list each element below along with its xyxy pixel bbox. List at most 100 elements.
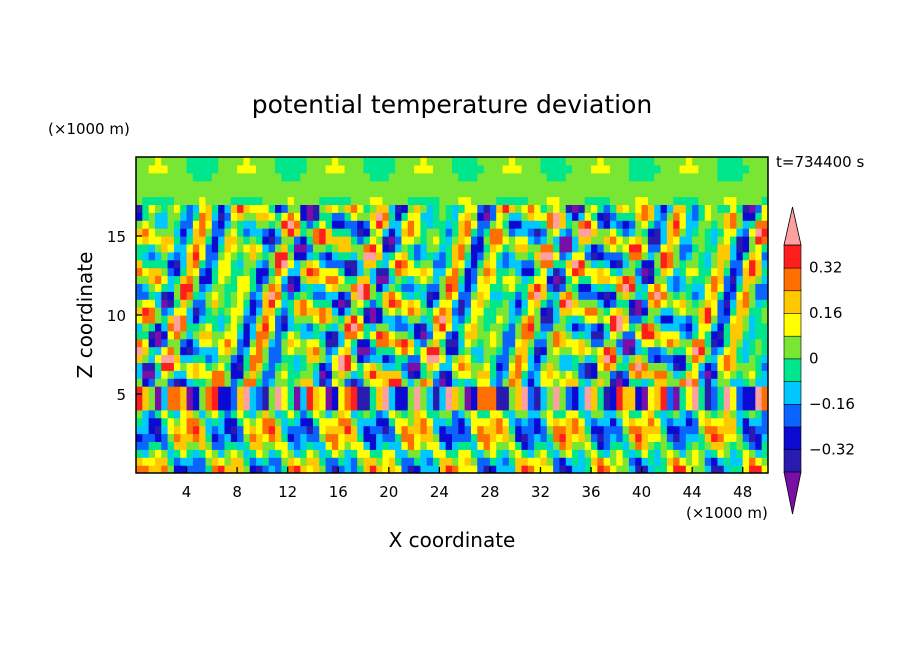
field-cell bbox=[666, 291, 674, 300]
field-cell bbox=[154, 220, 162, 229]
field-cell bbox=[654, 196, 662, 205]
field-cell bbox=[692, 322, 700, 332]
field-cell bbox=[136, 275, 143, 284]
field-cell bbox=[553, 299, 561, 308]
field-cell bbox=[401, 457, 409, 466]
field-cell bbox=[369, 259, 377, 269]
field-cell bbox=[717, 330, 725, 340]
field-cell bbox=[565, 188, 573, 198]
field-cell bbox=[730, 188, 737, 198]
field-cell bbox=[243, 433, 251, 442]
field-cell bbox=[262, 449, 270, 458]
field-cell bbox=[388, 259, 396, 269]
field-cell bbox=[319, 157, 327, 166]
field-cell bbox=[559, 243, 567, 253]
field-cell bbox=[363, 220, 371, 229]
field-cell bbox=[508, 354, 516, 363]
field-cell bbox=[281, 204, 289, 213]
field-cell bbox=[268, 307, 276, 316]
field-cell bbox=[502, 172, 510, 182]
field-cell bbox=[458, 322, 466, 332]
colorbar-tick-label: −0.16 bbox=[809, 395, 855, 413]
field-cell bbox=[628, 243, 636, 253]
field-cell bbox=[749, 259, 756, 269]
field-cell bbox=[167, 228, 175, 237]
field-cell bbox=[635, 362, 643, 371]
field-cell bbox=[591, 322, 598, 332]
field-cell bbox=[641, 315, 649, 324]
field-cell bbox=[363, 243, 371, 253]
field-cell bbox=[161, 291, 169, 300]
field-cell bbox=[325, 164, 333, 174]
field-cell bbox=[591, 417, 598, 427]
field-cell bbox=[603, 251, 611, 261]
field-cell bbox=[287, 275, 295, 284]
field-cell bbox=[376, 362, 384, 371]
field-cell bbox=[426, 157, 434, 166]
field-cell bbox=[426, 425, 434, 435]
field-cell bbox=[527, 291, 535, 300]
field-cell bbox=[597, 386, 605, 395]
field-cell bbox=[470, 401, 478, 411]
field-cell bbox=[395, 188, 403, 198]
field-cell bbox=[287, 338, 295, 348]
field-cell bbox=[439, 417, 447, 427]
field-cell bbox=[534, 401, 542, 411]
field-cell bbox=[578, 243, 586, 253]
field-cell bbox=[350, 409, 358, 419]
field-cell bbox=[199, 338, 207, 348]
field-cell bbox=[224, 275, 232, 284]
field-cell bbox=[369, 251, 377, 261]
field-cell bbox=[572, 212, 579, 221]
field-cell bbox=[553, 346, 561, 356]
field-cell bbox=[154, 378, 162, 387]
field-cell bbox=[673, 433, 681, 442]
field-cell bbox=[262, 346, 270, 356]
field-cell bbox=[742, 236, 750, 245]
field-cell bbox=[224, 394, 232, 403]
field-cell bbox=[262, 338, 270, 348]
field-cell bbox=[496, 307, 504, 316]
field-cell bbox=[698, 236, 706, 245]
field-cell bbox=[692, 346, 700, 356]
field-cell bbox=[635, 291, 643, 300]
field-cell bbox=[344, 409, 352, 419]
field-cell bbox=[496, 378, 504, 387]
field-cell bbox=[515, 465, 523, 473]
field-cell bbox=[540, 378, 548, 387]
field-cell bbox=[319, 346, 327, 356]
contour-field bbox=[136, 157, 768, 473]
field-cell bbox=[704, 275, 712, 284]
field-cell bbox=[603, 425, 611, 435]
field-cell bbox=[749, 164, 756, 174]
field-cell bbox=[755, 433, 763, 442]
field-cell bbox=[597, 362, 605, 371]
field-cell bbox=[136, 449, 143, 458]
field-cell bbox=[628, 236, 636, 245]
field-cell bbox=[192, 394, 200, 403]
field-cell bbox=[521, 220, 529, 229]
field-cell bbox=[591, 196, 598, 205]
field-cell bbox=[426, 346, 434, 356]
field-cell bbox=[161, 172, 169, 182]
field-cell bbox=[749, 394, 756, 403]
field-cell bbox=[173, 354, 181, 363]
field-cell bbox=[458, 204, 466, 213]
field-cell bbox=[635, 394, 643, 403]
field-cell bbox=[287, 228, 295, 237]
field-cell bbox=[218, 322, 226, 332]
field-cell bbox=[540, 449, 548, 458]
field-cell bbox=[698, 251, 706, 261]
field-cell bbox=[666, 204, 674, 213]
field-cell bbox=[616, 275, 624, 284]
field-cell bbox=[268, 394, 276, 403]
field-cell bbox=[477, 433, 485, 442]
field-cell bbox=[173, 188, 181, 198]
field-cell bbox=[407, 409, 415, 419]
field-cell bbox=[306, 322, 314, 332]
field-cell bbox=[205, 259, 213, 269]
field-cell bbox=[483, 425, 491, 435]
field-cell bbox=[433, 259, 440, 269]
field-cell bbox=[237, 394, 245, 403]
field-cell bbox=[300, 212, 308, 221]
